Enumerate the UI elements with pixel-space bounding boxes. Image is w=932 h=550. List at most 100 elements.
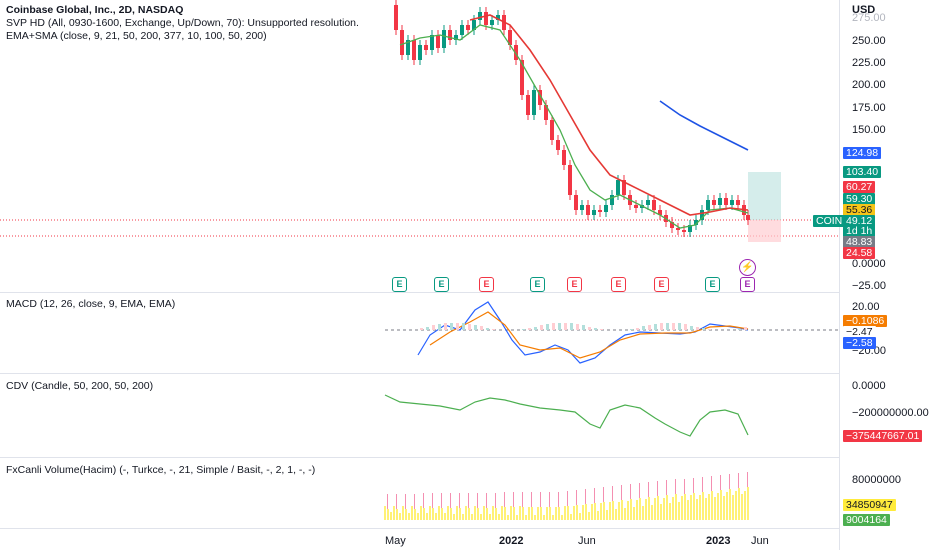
price-axis[interactable]: USD 275.00 250.00 225.00 200.00 175.00 1…: [839, 0, 932, 550]
candle-body: [682, 230, 686, 232]
macd-histogram-bar: [456, 323, 459, 330]
volume-bar: [417, 513, 419, 520]
earnings-event-icon[interactable]: E: [434, 277, 449, 292]
volume-bar: [702, 492, 704, 520]
candle-body: [550, 120, 554, 140]
volume-bar: [537, 507, 539, 520]
earnings-event-icon[interactable]: E: [654, 277, 669, 292]
pane-separator[interactable]: [0, 457, 932, 458]
price-tick: −25.00: [852, 280, 886, 292]
ema-slow-line: [469, 14, 749, 216]
volume-spike: [450, 493, 451, 508]
volume-bar: [573, 506, 575, 520]
macd-histogram-bar: [420, 328, 423, 330]
macd-signal-tag: −0.1086: [843, 315, 888, 327]
earnings-event-icon[interactable]: E: [392, 277, 407, 292]
macd-histogram-bar: [744, 327, 747, 330]
cdv-legend[interactable]: CDV (Candle, 50, 200, 50, 200): [6, 380, 154, 392]
macd-histogram-bar: [492, 329, 495, 330]
volume-bar: [717, 493, 719, 520]
candle-body: [562, 150, 566, 165]
volume-legend[interactable]: FxCanli Volume(Hacim) (-, Turkce, -, 21,…: [6, 464, 316, 476]
volume-spike: [531, 492, 532, 507]
volume-spike: [684, 479, 685, 494]
price-tick: 250.00: [852, 35, 886, 47]
macd-histogram-bar: [702, 328, 705, 330]
volume-bar: [399, 513, 401, 520]
macd-histogram-bar: [672, 323, 675, 330]
volume-bar: [522, 507, 524, 520]
volume-spike: [666, 480, 667, 495]
volume-bar: [561, 515, 563, 520]
volume-bar: [651, 505, 653, 520]
volume-bar: [507, 515, 509, 520]
volume-tick: 80000000: [852, 474, 901, 486]
volume-bar: [390, 512, 392, 520]
candle-body: [424, 45, 428, 50]
earnings-event-icon[interactable]: E: [530, 277, 545, 292]
macd-histogram-bar: [666, 323, 669, 330]
volume-bar: [744, 491, 746, 520]
signal-line: [429, 311, 749, 359]
macd-histogram-bar: [708, 329, 711, 330]
volume-spike: [594, 488, 595, 503]
volume-bar: [681, 496, 683, 520]
macd-histogram-bar: [546, 324, 549, 330]
candle-body: [538, 90, 542, 105]
countdown-tag: 1d 1h: [843, 225, 876, 237]
symbol-title[interactable]: Coinbase Global, Inc., 2D, NASDAQ: [6, 4, 184, 16]
volume-value-tag: 34850947: [843, 499, 896, 511]
earnings-event-icon[interactable]: E: [740, 277, 755, 292]
candle-body: [634, 205, 638, 208]
volume-bar: [438, 506, 440, 520]
volume-bar: [516, 515, 518, 520]
volume-bar: [606, 510, 608, 520]
earnings-event-icon[interactable]: E: [611, 277, 626, 292]
ema-sma-indicator-legend[interactable]: EMA+SMA (close, 9, 21, 50, 200, 377, 10,…: [6, 30, 267, 42]
volume-bar: [603, 502, 605, 520]
volume-spike: [558, 492, 559, 507]
volume-spike: [477, 493, 478, 508]
volume-bar: [714, 497, 716, 520]
volume-bar: [594, 503, 596, 520]
volume-bar: [426, 513, 428, 520]
macd-histogram-bar: [438, 324, 441, 330]
volume-bar: [585, 504, 587, 520]
macd-legend[interactable]: MACD (12, 26, close, 9, EMA, EMA): [6, 298, 176, 310]
candle-body: [670, 222, 674, 228]
volume-bar: [639, 498, 641, 520]
lightning-icon[interactable]: ⚡: [739, 259, 756, 276]
time-label: Jun: [751, 535, 769, 547]
volume-bar: [423, 508, 425, 520]
macd-histogram-bar: [552, 323, 555, 330]
volume-bar: [543, 515, 545, 520]
volume-bar: [456, 506, 458, 520]
earnings-event-icon[interactable]: E: [705, 277, 720, 292]
macd-histogram-bar: [630, 329, 633, 330]
macd-histogram-bar: [468, 324, 471, 330]
pane-separator[interactable]: [0, 373, 932, 374]
candle-body: [448, 30, 452, 40]
volume-bar: [462, 514, 464, 520]
volume-spike: [387, 494, 388, 509]
candle-body: [406, 40, 410, 55]
volume-spike: [675, 479, 676, 494]
currency-label[interactable]: USD: [852, 4, 876, 16]
volume-bar: [474, 506, 476, 520]
volume-spike: [441, 493, 442, 508]
volume-spike: [603, 487, 604, 502]
volume-bar: [492, 506, 494, 520]
earnings-event-icon[interactable]: E: [479, 277, 494, 292]
symbol-tag[interactable]: COIN: [813, 215, 846, 227]
volume-bar: [591, 504, 593, 520]
volume-bar: [687, 500, 689, 520]
earnings-event-icon[interactable]: E: [567, 277, 582, 292]
pane-separator[interactable]: [0, 292, 932, 293]
volume-bar: [582, 505, 584, 520]
svp-indicator-legend[interactable]: SVP HD (All, 0930-1600, Exchange, Up/Dow…: [6, 17, 359, 29]
volume-bar: [408, 513, 410, 520]
time-label: 2023: [706, 535, 731, 547]
macd-histogram-bar: [474, 325, 477, 330]
candle-body: [436, 35, 440, 48]
